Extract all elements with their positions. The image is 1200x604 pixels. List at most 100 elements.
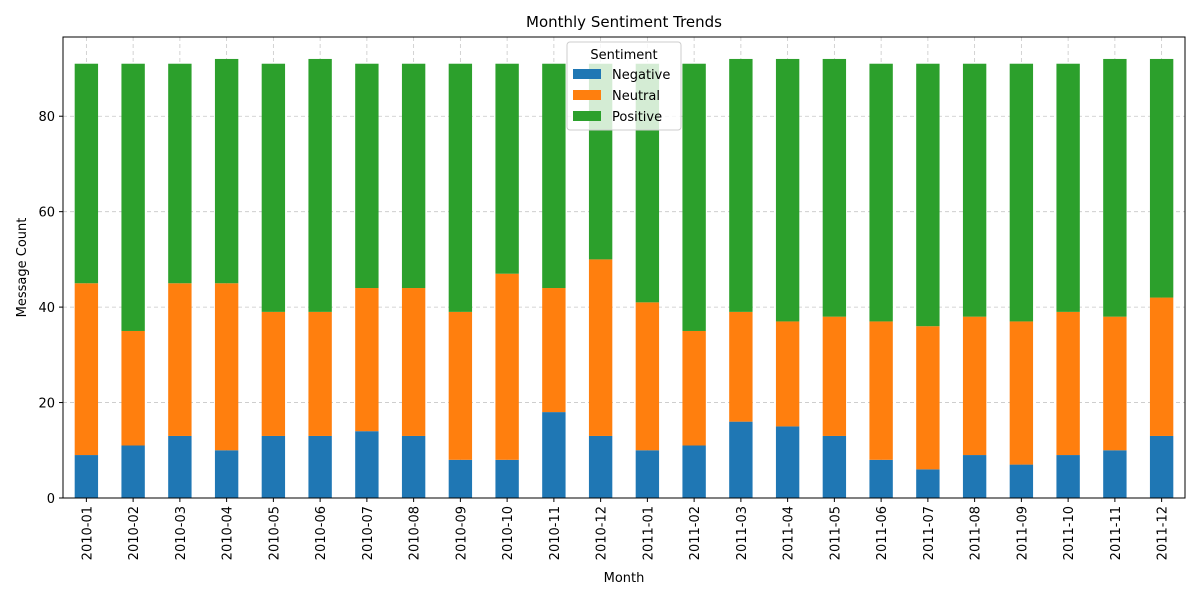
bar-positive-2011-07 <box>916 63 940 327</box>
legend-label-neutral: Neutral <box>612 89 660 104</box>
bar-negative-2011-08 <box>962 455 987 498</box>
bar-positive-2010-07 <box>355 63 379 289</box>
bar-negative-2010-03 <box>168 435 192 498</box>
x-tick-label: 2010-05 <box>267 506 282 560</box>
x-tick-label: 2010-04 <box>221 506 236 560</box>
bar-positive-2011-05 <box>822 58 847 317</box>
x-tick-label: 2010-02 <box>127 506 142 560</box>
bar-positive-2011-04 <box>775 58 800 322</box>
bar-neutral-2010-07 <box>355 288 379 432</box>
chart-title: Monthly Sentiment Trends <box>526 13 722 31</box>
legend-swatch-neutral <box>573 90 601 100</box>
bar-negative-2011-06 <box>869 459 893 498</box>
bar-neutral-2011-02 <box>682 330 706 446</box>
bar-neutral-2011-05 <box>822 316 847 436</box>
x-tick-label: 2010-01 <box>80 506 95 560</box>
bar-negative-2011-01 <box>635 450 660 498</box>
bar-neutral-2010-09 <box>448 311 473 460</box>
bar-positive-2010-02 <box>121 63 145 331</box>
legend-swatch-negative <box>573 69 601 79</box>
bar-negative-2010-11 <box>542 412 566 498</box>
bar-negative-2011-02 <box>682 445 706 498</box>
plot-frame <box>62 36 1186 499</box>
bar-positive-2010-01 <box>74 63 99 284</box>
bar-neutral-2010-02 <box>121 330 145 446</box>
bar-positive-2010-11 <box>542 63 566 289</box>
x-tick-label: 2011-03 <box>735 506 750 560</box>
bar-neutral-2011-04 <box>775 321 800 427</box>
legend-label-negative: Negative <box>612 68 670 83</box>
bar-neutral-2011-07 <box>916 326 940 470</box>
legend-items: Negative Neutral Positive <box>573 68 670 125</box>
bar-neutral-2011-10 <box>1056 311 1080 456</box>
y-axis-label: Message Count <box>15 218 30 318</box>
y-axis-ticks: 0 20 40 60 80 <box>38 110 63 507</box>
bars <box>74 58 1174 498</box>
bar-positive-2010-10 <box>495 63 519 274</box>
x-tick-label: 2011-07 <box>922 506 937 560</box>
bar-negative-2010-10 <box>495 459 519 498</box>
bar-neutral-2010-05 <box>261 311 286 436</box>
bar-neutral-2010-12 <box>588 259 613 436</box>
bar-negative-2010-01 <box>74 455 99 498</box>
bar-negative-2010-12 <box>588 435 613 498</box>
bar-negative-2010-08 <box>401 435 426 498</box>
bar-positive-2011-08 <box>962 63 987 317</box>
bar-positive-2010-04 <box>214 58 239 284</box>
bar-neutral-2010-01 <box>74 283 99 456</box>
bar-negative-2011-11 <box>1103 450 1127 498</box>
bar-neutral-2010-10 <box>495 273 519 460</box>
x-tick-label: 2010-09 <box>454 506 469 560</box>
bar-negative-2011-04 <box>775 426 800 498</box>
bar-negative-2011-05 <box>822 435 847 498</box>
x-tick-label: 2011-12 <box>1156 506 1171 560</box>
bar-neutral-2010-04 <box>214 283 239 451</box>
x-tick-label: 2011-11 <box>1109 506 1124 560</box>
x-tick-label: 2010-03 <box>174 506 189 560</box>
bar-neutral-2011-01 <box>635 302 660 451</box>
bar-positive-2011-02 <box>682 63 706 331</box>
x-axis-label: Month <box>604 571 645 586</box>
bar-positive-2010-03 <box>168 63 192 284</box>
bar-negative-2010-02 <box>121 445 145 498</box>
x-tick-label: 2011-08 <box>969 506 984 560</box>
y-tick-label: 60 <box>38 206 55 221</box>
bar-negative-2010-05 <box>261 435 286 498</box>
x-tick-label: 2011-05 <box>828 506 843 560</box>
bar-negative-2010-07 <box>355 431 379 498</box>
bar-positive-2011-10 <box>1056 63 1080 312</box>
y-tick-label: 0 <box>47 492 55 507</box>
bar-negative-2010-04 <box>214 450 239 498</box>
bar-positive-2010-06 <box>308 58 332 312</box>
bar-neutral-2011-12 <box>1149 297 1174 436</box>
bar-positive-2010-08 <box>401 63 426 289</box>
bar-neutral-2011-06 <box>869 321 893 460</box>
legend-label-positive: Positive <box>612 110 662 125</box>
x-tick-label: 2010-08 <box>408 506 423 560</box>
y-tick-label: 40 <box>38 301 55 316</box>
bar-neutral-2010-03 <box>168 283 192 436</box>
x-tick-label: 2011-02 <box>688 506 703 560</box>
bar-negative-2010-09 <box>448 459 473 498</box>
legend-swatch-positive <box>573 111 601 121</box>
bar-negative-2010-06 <box>308 435 332 498</box>
x-tick-label: 2011-10 <box>1062 506 1077 560</box>
y-tick-label: 20 <box>38 397 55 412</box>
x-tick-label: 2010-06 <box>314 506 329 560</box>
bar-positive-2011-12 <box>1149 58 1174 298</box>
bar-negative-2011-12 <box>1149 435 1174 498</box>
x-tick-label: 2011-04 <box>782 506 797 560</box>
x-tick-label: 2010-11 <box>548 506 563 560</box>
bar-negative-2011-09 <box>1009 464 1034 498</box>
y-tick-label: 80 <box>38 110 55 125</box>
x-tick-label: 2011-01 <box>641 506 656 560</box>
x-tick-label: 2011-06 <box>875 506 890 560</box>
x-tick-label: 2011-09 <box>1015 506 1030 560</box>
x-tick-label: 2010-10 <box>501 506 516 560</box>
bar-negative-2011-10 <box>1056 455 1080 498</box>
bar-neutral-2010-08 <box>401 288 426 436</box>
bar-positive-2010-05 <box>261 63 286 312</box>
bar-positive-2011-06 <box>869 63 893 322</box>
